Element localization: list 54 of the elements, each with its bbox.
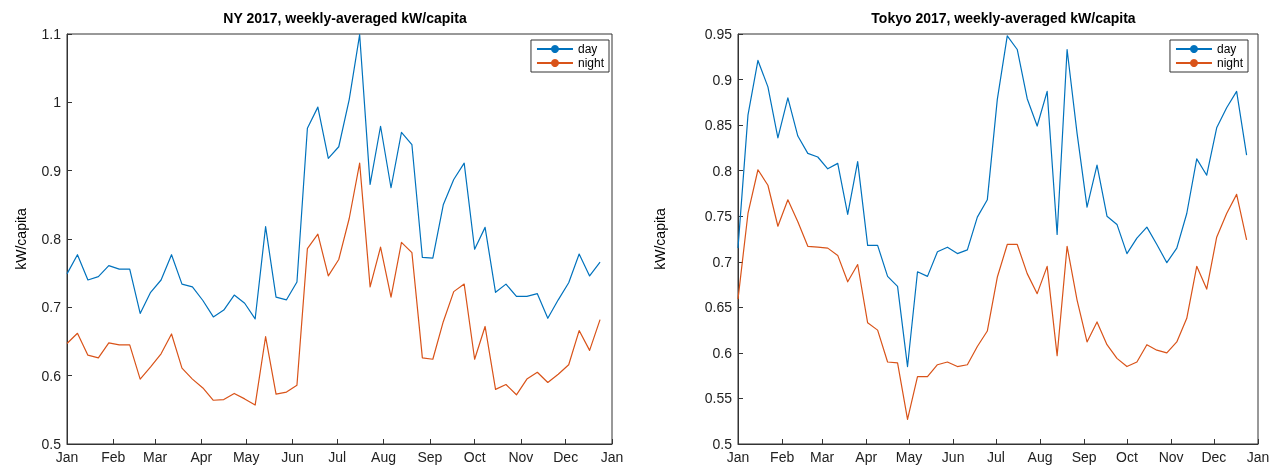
x-tick-label: Feb <box>770 449 795 465</box>
x-tick-label: Jun <box>941 449 965 465</box>
y-tick-label: 0.5 <box>712 436 733 452</box>
x-tick-label: Jun <box>281 449 304 465</box>
y-tick-label: 0.9 <box>41 162 62 179</box>
line-series <box>66 162 601 406</box>
y-tick-label: 0.8 <box>41 231 62 247</box>
y-axis-title: kW/capita <box>13 208 29 270</box>
x-tick-label: Jan <box>600 449 624 465</box>
x-tick-label: Nov <box>508 449 534 465</box>
y-tick-label: 0.75 <box>704 208 733 225</box>
x-tick-label: Oct <box>463 449 486 465</box>
x-tick-label: Mar <box>143 449 168 465</box>
y-tick-label: 0.95 <box>704 26 733 42</box>
x-tick-label: Jan <box>1246 449 1270 465</box>
x-tick-label: Aug <box>371 449 397 465</box>
x-tick-label: Feb <box>101 449 126 465</box>
x-tick-label: May <box>895 449 923 465</box>
x-tick-label: Dec <box>1201 449 1227 465</box>
y-tick-label: 0.5 <box>41 436 62 452</box>
x-tick-label: Sep <box>417 449 443 465</box>
y-tick-label: 0.85 <box>704 117 733 134</box>
y-tick-label: 0.7 <box>712 253 733 270</box>
x-tick-label: Nov <box>1158 449 1184 465</box>
y-tick-label: 0.55 <box>704 390 733 407</box>
y-axis-title: kW/capita <box>652 208 668 270</box>
x-tick-label: Apr <box>855 449 878 465</box>
chart-title: Tokyo 2017, weekly-averaged kW/capita <box>871 10 1136 26</box>
y-tick-label: 0.9 <box>712 71 733 88</box>
line-series <box>737 35 1248 368</box>
line-series <box>737 169 1248 420</box>
legend-label: night <box>577 56 605 70</box>
x-tick-label: Apr <box>190 449 213 465</box>
x-tick-label: Jul <box>328 449 347 465</box>
legend-label: night <box>1216 56 1244 70</box>
y-tick-label: 0.8 <box>712 162 733 179</box>
y-tick-label: 0.65 <box>704 299 733 316</box>
x-tick-label: Jan <box>726 449 750 465</box>
y-tick-label: 1 <box>53 94 62 111</box>
x-tick-label: Jul <box>986 449 1005 465</box>
y-tick-label: 0.6 <box>712 344 733 361</box>
chart-title: NY 2017, weekly-averaged kW/capita <box>223 10 467 26</box>
y-tick-label: 0.7 <box>41 299 62 316</box>
y-tick-label: 0.6 <box>41 367 62 384</box>
x-tick-label: Jan <box>55 449 79 465</box>
x-tick-label: Sep <box>1071 449 1097 465</box>
x-tick-label: Aug <box>1027 449 1053 465</box>
x-tick-label: Dec <box>553 449 579 465</box>
x-tick-label: Mar <box>809 449 835 465</box>
legend-label: day <box>577 42 598 56</box>
legend-label: day <box>1216 42 1237 56</box>
y-tick-label: 1.1 <box>41 26 62 42</box>
x-tick-label: May <box>232 449 260 465</box>
x-tick-label: Oct <box>1116 449 1138 465</box>
